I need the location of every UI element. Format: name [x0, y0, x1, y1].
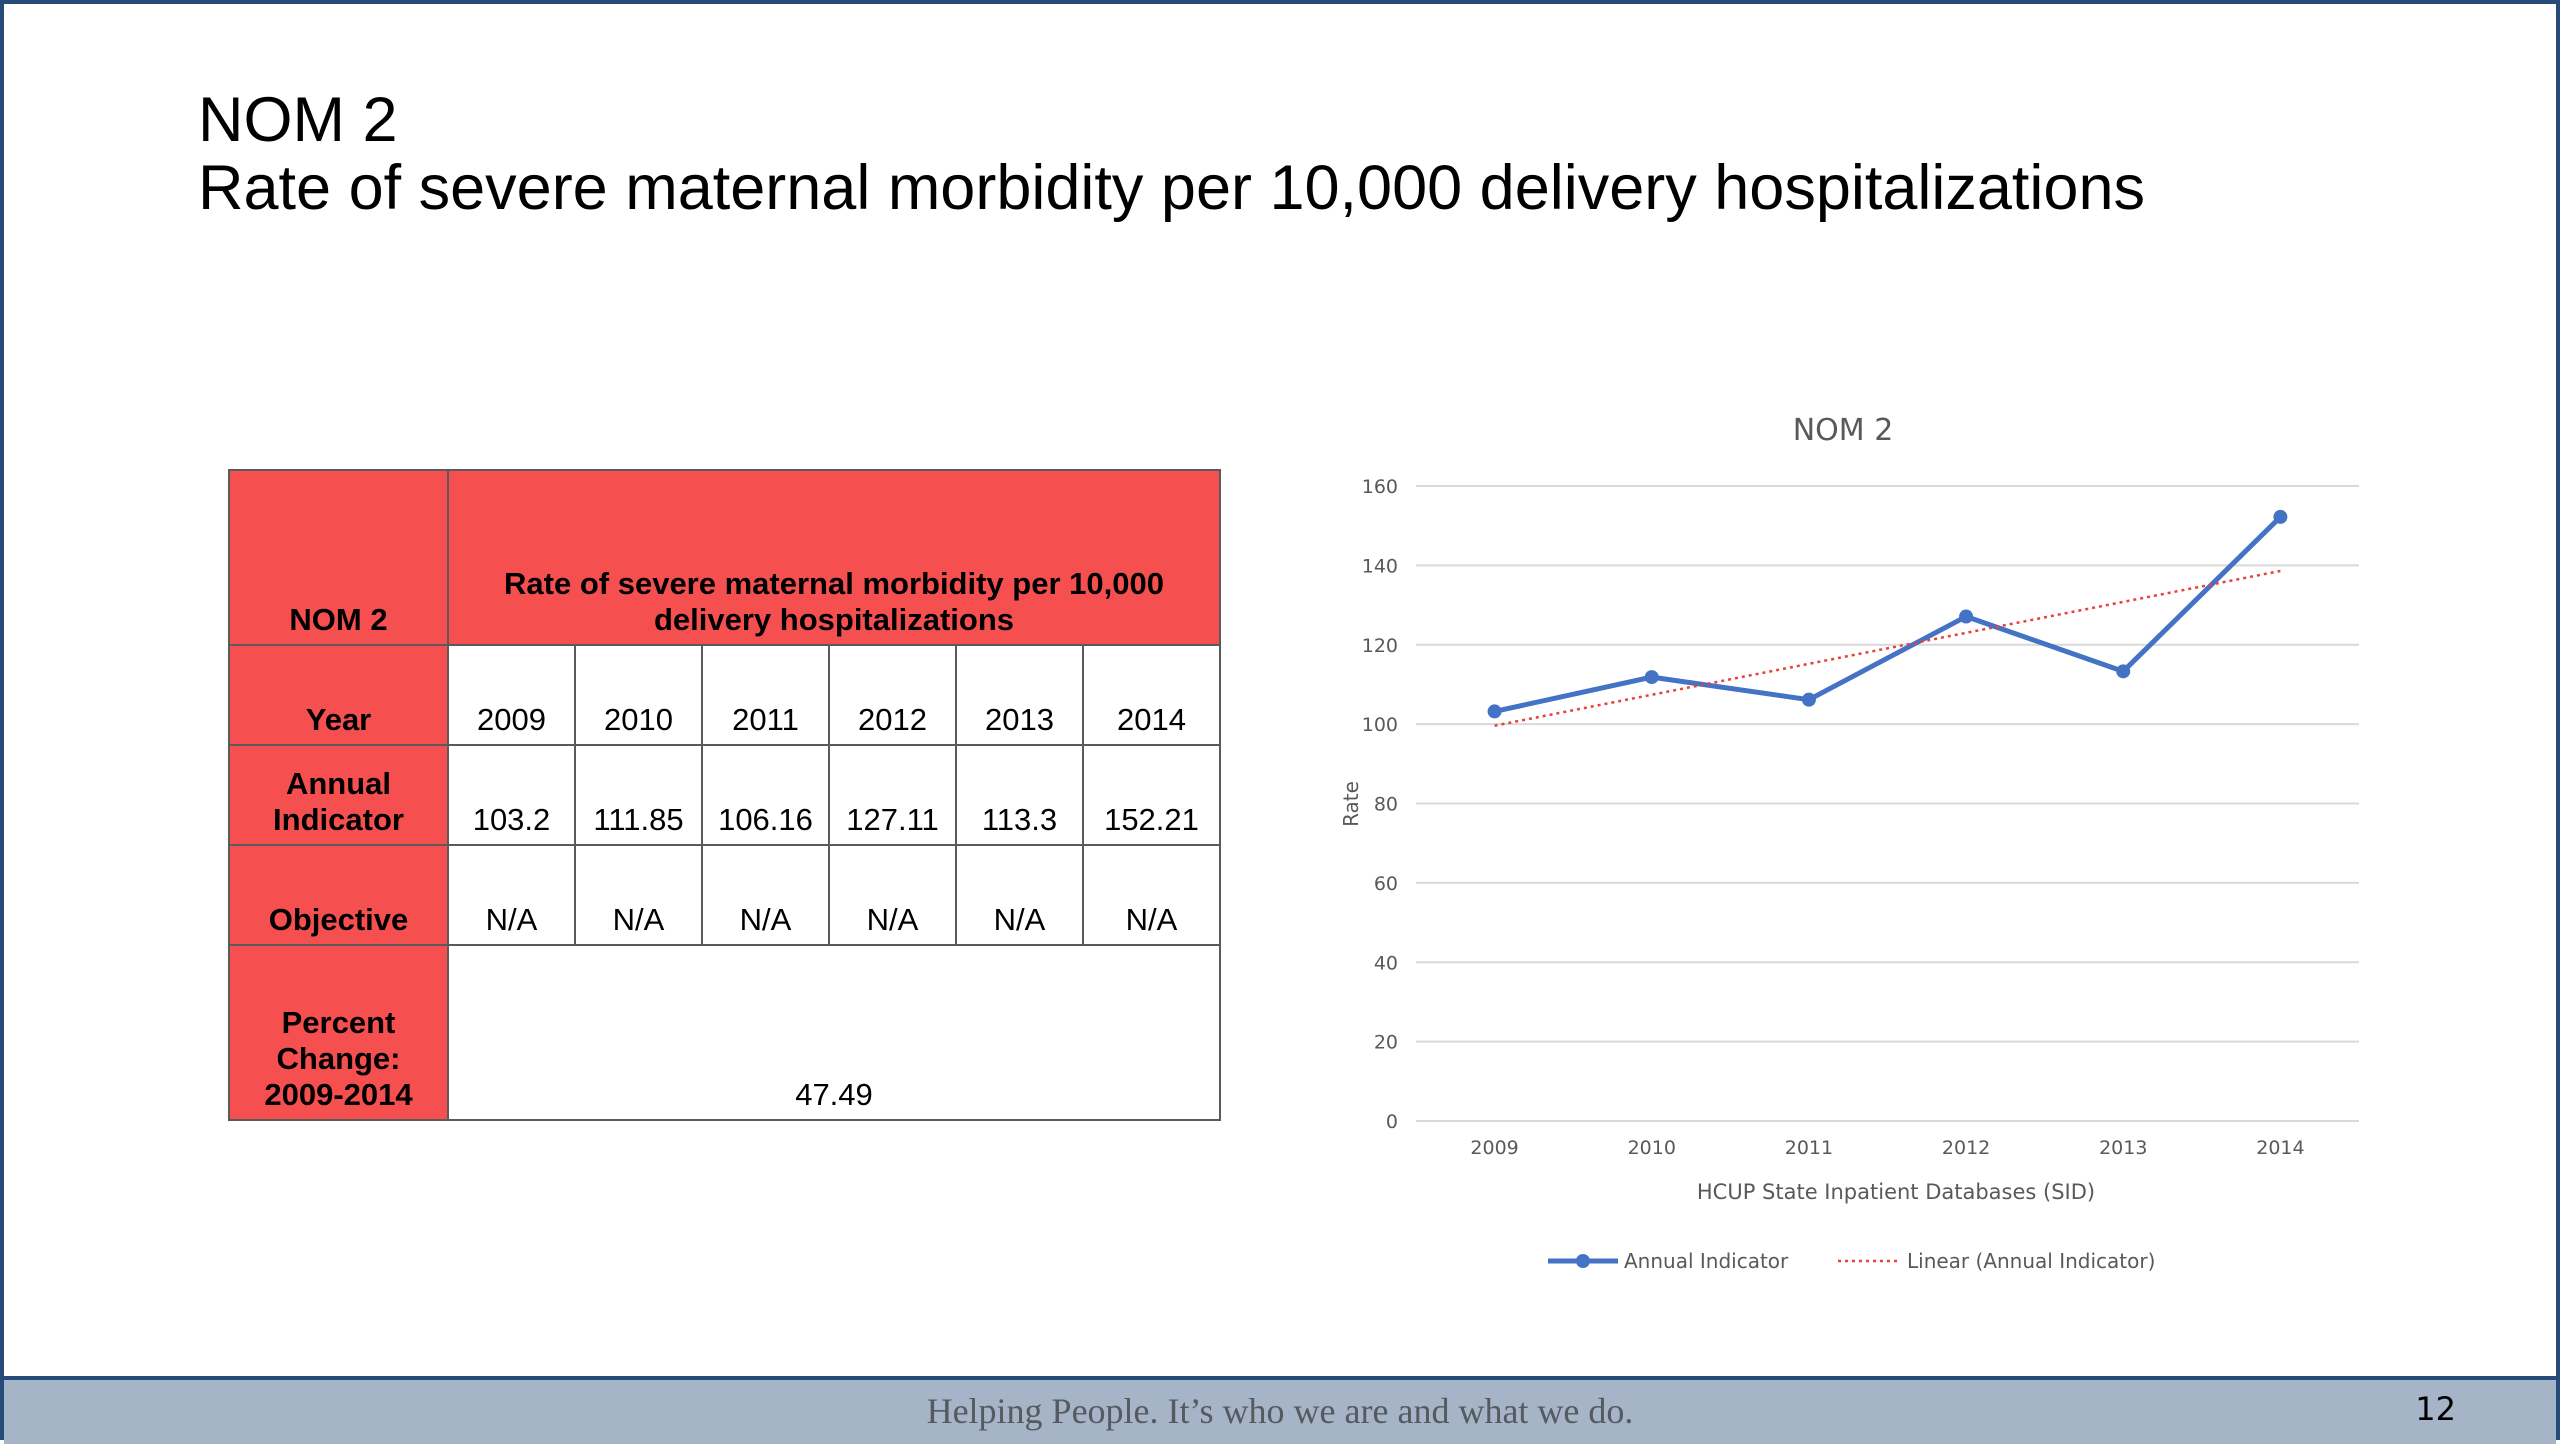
row-label-objective: Objective	[228, 844, 449, 947]
row-label-annual: Annual Indicator	[228, 743, 449, 847]
data-point	[2116, 664, 2131, 679]
table-header-row: NOM 2 Rate of severe maternal morbidity …	[228, 469, 1221, 646]
y-axis-label: Rate	[1339, 781, 1363, 827]
table-header-nom: NOM 2	[228, 469, 449, 646]
x-tick-label: 2009	[1470, 1137, 1518, 1159]
x-tick-label: 2011	[1785, 1137, 1833, 1159]
y-tick-label: 20	[1374, 1032, 1398, 1054]
x-axis-ticks: 2009 2010 2011 2012 2013 2014	[1470, 1137, 2304, 1159]
footer-tagline: Helping People. It’s who we are and what…	[926, 1391, 1634, 1431]
title-line-1: NOM 2	[198, 85, 398, 155]
chart-gridlines	[1416, 485, 2359, 1122]
y-tick-label: 120	[1362, 635, 1398, 657]
trendline-linear	[1494, 569, 2281, 727]
annual-cell: 127.11	[828, 743, 957, 847]
y-tick-label: 140	[1362, 555, 1398, 577]
chart-legend: Annual Indicator Linear (Annual Indicato…	[1548, 1249, 2155, 1273]
x-tick-label: 2013	[2099, 1137, 2147, 1159]
row-label-year: Year	[228, 643, 449, 746]
objective-cell: N/A	[701, 844, 830, 947]
legend-label-annual: Annual Indicator	[1624, 1249, 1789, 1273]
x-tick-label: 2012	[1942, 1137, 1990, 1159]
objective-cell: N/A	[574, 844, 703, 947]
line-chart: NOM 2 0 20 40 60 80 100 120 140 160 2009 2010 2011…	[1339, 413, 2359, 1273]
y-tick-label: 160	[1362, 476, 1398, 498]
table-row-annual: Annual Indicator 103.2 111.85 106.16 127…	[228, 743, 1221, 847]
objective-cell: N/A	[955, 844, 1084, 947]
annual-cell: 113.3	[955, 743, 1084, 847]
data-point	[1487, 704, 1502, 719]
data-point	[1959, 609, 1974, 624]
annual-cell: 111.85	[574, 743, 703, 847]
chart-series	[1487, 509, 2288, 727]
nom-data-table: NOM 2 Rate of severe maternal morbidity …	[228, 469, 1221, 1121]
year-cell: 2014	[1082, 643, 1221, 746]
annual-cell: 106.16	[701, 743, 830, 847]
y-tick-label: 0	[1386, 1111, 1398, 1133]
year-cell: 2010	[574, 643, 703, 746]
year-cell: 2013	[955, 643, 1084, 746]
objective-cell: N/A	[1082, 844, 1221, 947]
chart-title: NOM 2	[1793, 413, 1894, 448]
table-header-measure: Rate of severe maternal morbidity per 10…	[447, 469, 1221, 646]
legend-label-linear: Linear (Annual Indicator)	[1907, 1249, 2155, 1273]
year-cell: 2009	[447, 643, 576, 746]
data-point	[1801, 692, 1816, 707]
footer-bar: Helping People. It’s who we are and what…	[4, 1376, 2556, 1444]
year-cell: 2012	[828, 643, 957, 746]
objective-cell: N/A	[828, 844, 957, 947]
table-row-objective: Objective N/A N/A N/A N/A N/A N/A	[228, 844, 1221, 947]
annual-cell: 103.2	[447, 743, 576, 847]
objective-cell: N/A	[447, 844, 576, 947]
legend-marker-annual	[1576, 1254, 1590, 1268]
y-axis-ticks: 0 20 40 60 80 100 120 140 160	[1362, 476, 1398, 1133]
y-tick-label: 60	[1374, 873, 1398, 895]
y-tick-label: 80	[1374, 794, 1398, 816]
x-tick-label: 2014	[2256, 1137, 2304, 1159]
series-line-annual-indicator	[1494, 515, 2283, 714]
page-number: 12	[2415, 1390, 2456, 1428]
title-line-2: Rate of severe maternal morbidity per 10…	[198, 153, 2146, 223]
table-row-percent: Percent Change: 2009-2014 47.49	[228, 944, 1221, 1121]
row-label-percent: Percent Change: 2009-2014	[228, 944, 449, 1121]
data-point	[2273, 509, 2288, 524]
y-tick-label: 40	[1374, 952, 1398, 974]
percent-change-cell: 47.49	[447, 944, 1221, 1121]
annual-cell: 152.21	[1082, 743, 1221, 847]
x-axis-label: HCUP State Inpatient Databases (SID)	[1697, 1180, 2095, 1204]
slide-title: NOM 2 Rate of severe maternal morbidity …	[198, 86, 2145, 222]
year-cell: 2011	[701, 643, 830, 746]
table-row-year: Year 2009 2010 2011 2012 2013 2014	[228, 643, 1221, 746]
data-point	[1644, 670, 1659, 685]
x-tick-label: 2010	[1628, 1137, 1676, 1159]
y-tick-label: 100	[1362, 714, 1398, 736]
